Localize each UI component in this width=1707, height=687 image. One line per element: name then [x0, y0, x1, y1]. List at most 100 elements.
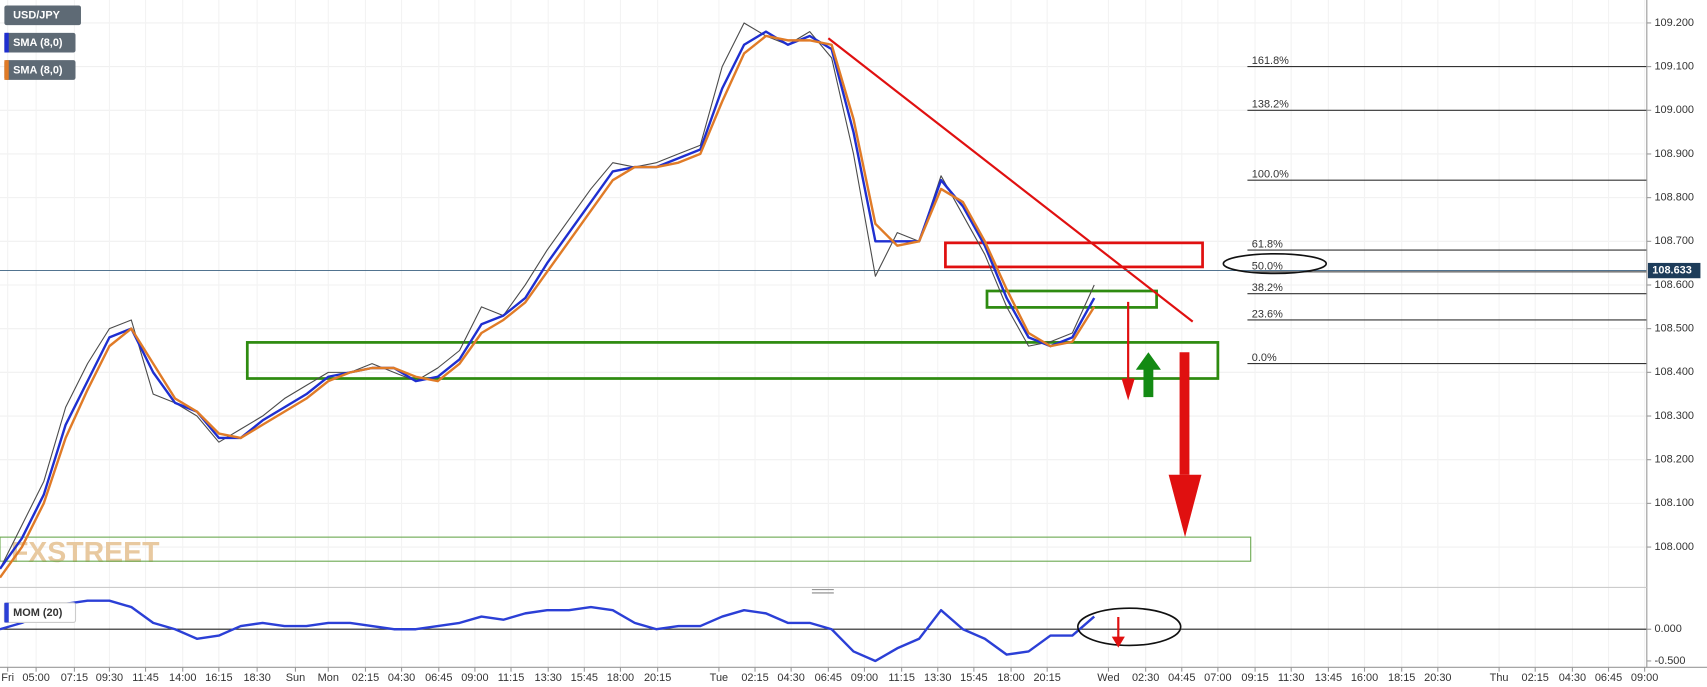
y-tick-label: 108.600: [1654, 279, 1694, 291]
x-tick-label: 04:30: [1559, 672, 1586, 684]
x-tick-label: Mon: [318, 672, 339, 684]
x-tick-label: Tue: [710, 672, 728, 684]
x-tick-label: 16:00: [1351, 672, 1378, 684]
arrow-head: [1168, 474, 1202, 538]
x-tick-label: 20:30: [1424, 672, 1451, 684]
fib-label: 61.8%: [1252, 238, 1283, 250]
legend-box: [4, 60, 76, 80]
fib-label: 0.0%: [1252, 352, 1277, 364]
arrow-head: [1121, 378, 1135, 401]
x-tick-label: 18:15: [1388, 672, 1415, 684]
trend-line: [827, 37, 1194, 323]
x-tick-label: 18:00: [607, 672, 634, 684]
x-tick-label: 09:30: [96, 672, 123, 684]
x-tick-label: 07:15: [61, 672, 88, 684]
highlight-ellipse: [1076, 607, 1182, 647]
minor-support: [985, 289, 1158, 309]
x-tick-label: Sun: [286, 672, 305, 684]
y-tick-label: 108.900: [1654, 148, 1694, 160]
x-tick-label: 20:15: [1033, 672, 1060, 684]
x-tick-label: 11:15: [498, 672, 525, 684]
x-tick-label: 13:30: [535, 672, 562, 684]
x-tick-label: 15:45: [571, 672, 598, 684]
y-tick-label: 108.100: [1654, 497, 1694, 509]
arrow-head: [1135, 352, 1161, 370]
x-tick-label: Fri: [1, 672, 14, 684]
x-tick-label: 02:15: [741, 672, 768, 684]
y-tick-label: 109.200: [1654, 17, 1694, 29]
x-tick-label: 09:15: [1241, 672, 1268, 684]
legend-swatch: [4, 32, 9, 53]
y-tick-label: 108.000: [1654, 541, 1694, 553]
x-tick-label: 02:15: [1522, 672, 1549, 684]
legend-label: MOM (20): [13, 607, 63, 619]
indicator-line: [0, 34, 1096, 579]
x-tick-label: 15:45: [960, 672, 987, 684]
price-line: [0, 22, 1095, 570]
fib-label: 138.2%: [1252, 99, 1289, 111]
x-tick-label: 02:15: [352, 672, 379, 684]
x-tick-label: 06:45: [815, 672, 842, 684]
last-price-box: [1647, 262, 1701, 279]
x-tick-label: 02:30: [1132, 672, 1159, 684]
support-zone: [245, 341, 1220, 380]
legend-swatch: [4, 60, 9, 80]
y-tick-label: 109.000: [1654, 104, 1694, 116]
arrow-down-large: [1179, 352, 1190, 475]
fib-label: 161.8%: [1252, 55, 1289, 67]
x-tick-label: 04:45: [1168, 672, 1195, 684]
resistance-zone: [944, 241, 1204, 269]
legend-label: SMA (8,0): [13, 64, 63, 76]
y-tick-label: 108.200: [1654, 454, 1694, 466]
legend-label: USD/JPY: [13, 10, 61, 22]
y-tick-label: 108.500: [1654, 323, 1694, 335]
last-price-label: 108.633: [1652, 264, 1692, 276]
fib-label: 38.2%: [1252, 282, 1283, 294]
indicator-line: [0, 599, 1096, 663]
x-tick-label: 09:00: [1631, 672, 1658, 684]
indicator-line: [0, 30, 1096, 570]
y-tick-label: 108.400: [1654, 366, 1694, 378]
arrow-head: [1111, 636, 1125, 648]
x-tick-label: 09:00: [461, 672, 488, 684]
legend: USD/JPY SMA (8,0) SMA (8,0) MOM (20): [3, 5, 81, 624]
x-tick-label: 09:00: [851, 672, 878, 684]
x-tick-label: 20:15: [644, 672, 671, 684]
y-tick-label: 108.800: [1654, 192, 1694, 204]
x-tick-label: Thu: [1490, 672, 1509, 684]
x-tick-label: 04:30: [388, 672, 415, 684]
y-tick-label: 109.100: [1654, 60, 1694, 72]
y-tick-label: 0.000: [1654, 623, 1681, 635]
target-zone: [0, 536, 1252, 562]
x-tick-label: 13:30: [924, 672, 951, 684]
highlight-ellipse: [1222, 252, 1328, 275]
x-tick-label: 04:30: [777, 672, 804, 684]
plot-area: 161.8% 138.2% 100.0% 61.8% 50.0% 38.2% 23.6% 0.…: [0, 22, 1647, 663]
x-tick-label: 11:15: [888, 672, 915, 684]
x-tick-label: 14:00: [169, 672, 196, 684]
y-tick-label: 108.300: [1654, 410, 1694, 422]
x-tick-label: 06:45: [1595, 672, 1622, 684]
x-tick-label: 18:00: [997, 672, 1024, 684]
y-tick-label: -0.500: [1654, 655, 1685, 667]
x-tick-label: 05:00: [22, 672, 49, 684]
legend-swatch: [4, 602, 9, 623]
x-tick-label: 16:15: [205, 672, 232, 684]
x-tick-label: Wed: [1097, 672, 1119, 684]
x-tick-label: 11:45: [132, 672, 159, 684]
x-tick-label: 11:30: [1278, 672, 1305, 684]
legend-box: [4, 32, 76, 53]
x-tick-label: 18:30: [243, 672, 270, 684]
fib-label: 23.6%: [1252, 308, 1283, 320]
arrow-up: [1143, 368, 1154, 398]
watermark: FXSTREET: [11, 537, 160, 569]
legend-box: [4, 5, 81, 26]
legend-label: SMA (8,0): [13, 37, 63, 49]
fib-label: 100.0%: [1252, 169, 1289, 181]
fib-label: 50.0%: [1252, 260, 1283, 272]
x-tick-label: 06:45: [425, 672, 452, 684]
x-tick-label: 13:45: [1315, 672, 1342, 684]
y-tick-label: 108.700: [1654, 235, 1694, 247]
x-tick-label: 07:00: [1204, 672, 1231, 684]
